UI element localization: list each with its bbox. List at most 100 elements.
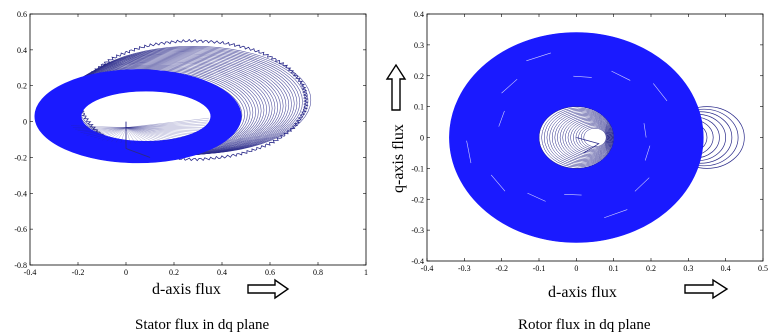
rotor-inner-loop — [541, 107, 614, 168]
rotor-band-streak — [643, 123, 647, 138]
stator-inner-line — [115, 127, 127, 143]
stator-inner-line — [125, 119, 209, 128]
stator-inner-line — [125, 121, 208, 128]
rotor-band-streak — [527, 192, 546, 202]
right-arrow-icon — [684, 278, 729, 300]
stator-inner-line — [125, 127, 165, 142]
stator-inner-line — [125, 125, 205, 128]
x-tick-label: -0.1 — [533, 264, 546, 273]
rotor-inner-loop — [575, 124, 608, 151]
rotor-inner-loop — [578, 125, 608, 150]
y-tick-label: 0.2 — [414, 72, 424, 81]
x-tick-label: 1 — [364, 268, 368, 277]
stator-inner-line — [106, 127, 127, 142]
rotor-inner-loop — [580, 126, 607, 149]
rotor-start-trace — [576, 137, 600, 154]
stator-caption: Stator flux in dq plane — [135, 317, 269, 333]
stator-start-trace — [125, 121, 151, 158]
stator-inner-line — [125, 127, 201, 130]
y-tick-label: 0 — [23, 118, 27, 127]
y-tick-label: 0.4 — [17, 46, 27, 55]
y-tick-label: -0.1 — [411, 164, 424, 173]
rotor-inner-loop — [554, 114, 612, 161]
rotor-band-streak — [634, 177, 650, 192]
rotor-xlabel: d-axis flux — [548, 284, 617, 301]
x-tick-label: -0.3 — [458, 264, 471, 273]
stator-inner-line — [125, 127, 178, 140]
stator-inner-line — [77, 127, 127, 132]
x-tick-label: 0.8 — [313, 268, 323, 277]
stator-inner-line — [125, 127, 156, 144]
stator-inner-line — [111, 127, 127, 142]
rotor-inner-loop — [562, 117, 610, 158]
axes-stator: -0.4 -0.2 0 0.2 0.4 0.6 0.8 1 -0.8 -0.6 -0.4 -0.2 0 0… — [14, 10, 368, 277]
y-tick-label: 0.6 — [17, 10, 27, 19]
stator-inner-line — [75, 127, 127, 130]
x-tick-label: 0.6 — [265, 268, 275, 277]
x-tick-label: -0.4 — [24, 268, 37, 277]
stator-inner-line — [102, 127, 127, 141]
rotor-inner-loop — [565, 119, 610, 156]
rotor-band-streak — [644, 145, 651, 161]
rotor-inner-loop — [573, 122, 609, 153]
chart-stator: -0.4 -0.2 0 0.2 0.4 0.6 0.8 1 -0.8 -0.6 -0.4 -0.2 0 0… — [14, 10, 368, 333]
stator-inner-line — [120, 127, 127, 144]
stator-inner-line — [80, 127, 127, 133]
rotor-band-streak — [653, 83, 668, 102]
y-tick-label: -0.4 — [14, 189, 27, 198]
x-tick-label: 0.3 — [683, 264, 693, 273]
rotor-ylabel: q-axis flux — [390, 124, 407, 193]
stator-inner-line — [86, 127, 127, 136]
rotor-band-streak — [604, 209, 628, 219]
x-tick-label: -0.4 — [421, 264, 434, 273]
stator-flux-trajectory — [34, 38, 312, 164]
x-tick-label: 0.2 — [169, 268, 179, 277]
stator-inner-line — [125, 127, 141, 144]
stator-inner-line — [125, 117, 210, 128]
rotor-band-streak — [466, 140, 472, 164]
stator-xlabel: d-axis flux — [152, 281, 221, 298]
rotor-inner-loop — [549, 111, 613, 164]
rotor-band-streak — [526, 52, 551, 62]
axes-rotor: -0.4 -0.3 -0.2 -0.1 0 0.1 0.2 0.3 0.4 0.5 -0.4 -0.3… — [411, 10, 768, 273]
stator-inner-line — [125, 127, 161, 143]
stator-inner-line — [125, 123, 207, 128]
stator-inner-line — [125, 127, 174, 141]
stator-inner-line — [71, 125, 127, 128]
chart-rotor: -0.4 -0.3 -0.2 -0.1 0 0.1 0.2 0.3 0.4 0.5 -0.4 -0.3… — [385, 10, 768, 333]
x-tick-label: 0.1 — [609, 264, 619, 273]
stator-inner-line — [125, 127, 170, 142]
right-arrow-icon — [247, 278, 290, 300]
stator-inner-line — [125, 127, 182, 139]
rotor-flux-trajectory — [449, 32, 745, 243]
rotor-caption: Rotor flux in dq plane — [518, 317, 651, 333]
stator-inner-line — [94, 127, 127, 139]
stator-inner-line — [125, 127, 151, 144]
y-tick-label: 0.1 — [414, 103, 424, 112]
rotor-inner-loop — [570, 121, 609, 154]
rotor-band-streak — [573, 75, 592, 78]
y-tick-label: -0.2 — [411, 195, 424, 204]
x-tick-label: 0 — [574, 264, 578, 273]
rotor-band-streak — [564, 194, 582, 196]
x-tick-label: -0.2 — [72, 268, 85, 277]
y-tick-label: 0.4 — [414, 10, 424, 19]
rotor-inner-loop — [551, 112, 612, 163]
x-tick-label: 0.2 — [646, 264, 656, 273]
stator-inner-line — [90, 127, 127, 137]
y-tick-label: -0.6 — [14, 225, 27, 234]
stator-inner-line — [125, 127, 190, 136]
x-tick-label: -0.2 — [495, 264, 508, 273]
rotor-inner-loop — [546, 110, 613, 165]
y-tick-label: -0.2 — [14, 153, 27, 162]
stator-inner-line — [125, 127, 193, 135]
rotor-inner-loop — [559, 116, 611, 159]
rotor-inner-loop — [583, 127, 607, 148]
y-tick-label: 0.3 — [414, 41, 424, 50]
stator-inner-line — [125, 127, 131, 144]
y-tick-label: -0.8 — [14, 261, 27, 270]
y-tick-label: -0.3 — [411, 226, 424, 235]
stator-inner-line — [83, 127, 127, 135]
stator-inner-line — [125, 127, 196, 133]
y-tick-label: -0.4 — [411, 257, 424, 266]
